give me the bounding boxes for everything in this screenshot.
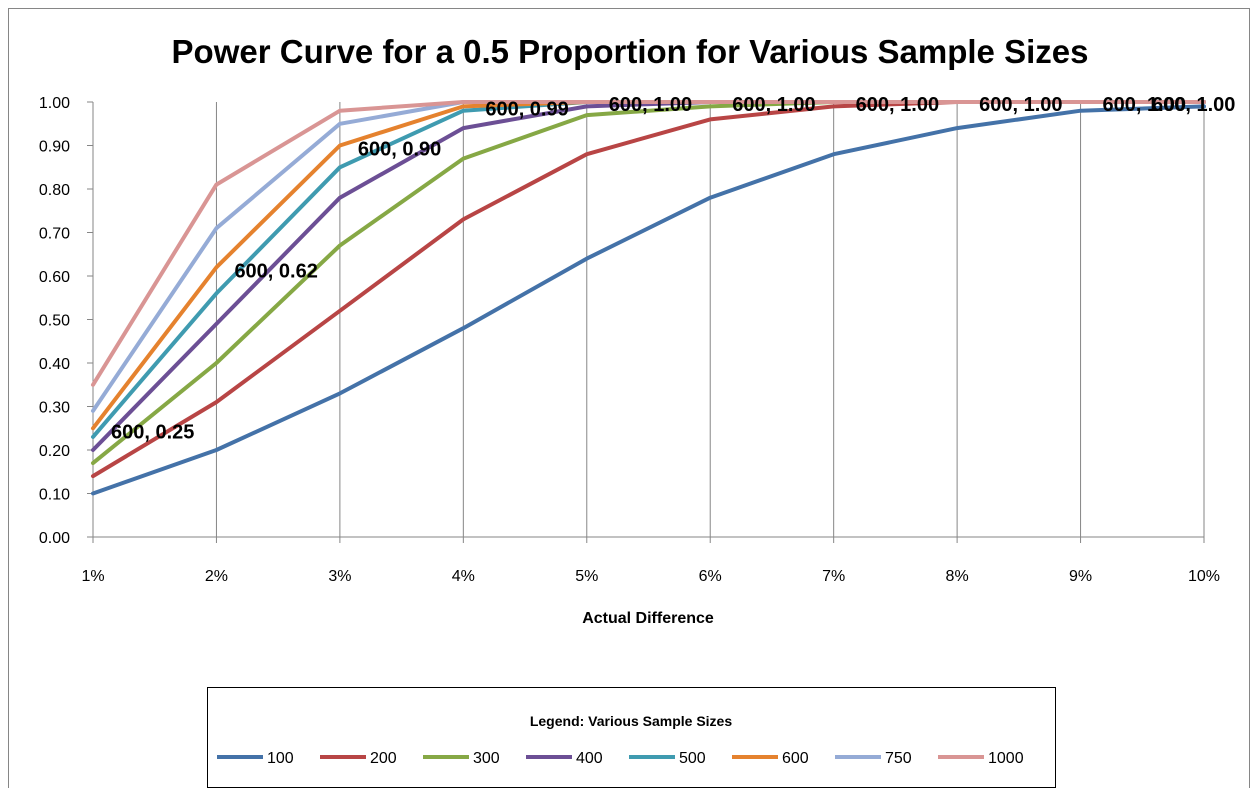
x-tick-label: 2% <box>205 568 228 585</box>
x-tick-label: 3% <box>328 568 351 585</box>
y-tick-label: 0.50 <box>39 313 70 330</box>
data-label: 600, 0.62 <box>234 260 317 282</box>
x-tick-label: 4% <box>452 568 475 585</box>
y-tick-label: 0.90 <box>39 139 70 156</box>
x-tick-label: 8% <box>946 568 969 585</box>
data-label: 600, 1.00 <box>856 94 939 116</box>
series-line-100 <box>91 104 1206 496</box>
data-label: 600, 1.00 <box>609 94 692 116</box>
legend-box <box>207 687 1056 788</box>
legend-items: 100 200 300 400 500 600 750 1000 <box>217 750 1024 767</box>
y-tick-label: 0.00 <box>39 530 70 547</box>
x-tick-label: 9% <box>1069 568 1092 585</box>
data-label: 600, 1.00 <box>1152 94 1235 116</box>
x-tick-label: 1% <box>81 568 104 585</box>
data-label: 600, 0.25 <box>111 421 194 443</box>
x-axis-title: Actual Difference <box>582 610 714 627</box>
data-labels: 600, 0.25 600, 0.62 600, 0.90 600, 0.99 600,… <box>111 94 1235 443</box>
axes: 0.00 0.10 0.20 0.30 0.40 0.50 0.60 0.70 0.80 0.90… <box>39 95 1220 585</box>
legend-label-100: 100 <box>267 750 294 767</box>
gridlines <box>215 102 1205 537</box>
data-label: 600, 0.99 <box>485 98 568 120</box>
legend-label-1000: 1000 <box>988 750 1024 767</box>
data-label: 600, 1.00 <box>979 94 1062 116</box>
series-line-1000 <box>91 100 1206 387</box>
x-tick-label: 5% <box>575 568 598 585</box>
legend-title: Legend: Various Sample Sizes <box>530 713 733 729</box>
y-tick-label: 0.40 <box>39 356 70 373</box>
legend-label-400: 400 <box>576 750 603 767</box>
series-lines <box>91 100 1206 496</box>
legend-label-300: 300 <box>473 750 500 767</box>
y-tick-label: 0.30 <box>39 400 70 417</box>
y-tick-label: 0.60 <box>39 269 70 286</box>
y-tick-label: 0.20 <box>39 443 70 460</box>
legend-label-500: 500 <box>679 750 706 767</box>
x-tick-label: 6% <box>699 568 722 585</box>
data-label: 600, 1.00 <box>1103 94 1186 116</box>
chart-title: Power Curve for a 0.5 Proportion for Var… <box>172 33 1089 70</box>
series-line-750 <box>91 100 1206 413</box>
chart-border <box>8 8 1250 788</box>
data-label: 600, 0.90 <box>358 139 441 161</box>
y-tick-label: 0.80 <box>39 182 70 199</box>
y-tick-label: 0.10 <box>39 487 70 504</box>
y-tick-label: 0.70 <box>39 226 70 243</box>
x-tick-label: 7% <box>822 568 845 585</box>
y-tick-label: 1.00 <box>39 95 70 112</box>
legend: Legend: Various Sample Sizes 100 200 300 40… <box>207 687 1056 788</box>
data-label: 600, 1.00 <box>732 94 815 116</box>
legend-label-750: 750 <box>885 750 912 767</box>
legend-label-600: 600 <box>782 750 809 767</box>
x-tick-label: 10% <box>1188 568 1220 585</box>
legend-label-200: 200 <box>370 750 397 767</box>
